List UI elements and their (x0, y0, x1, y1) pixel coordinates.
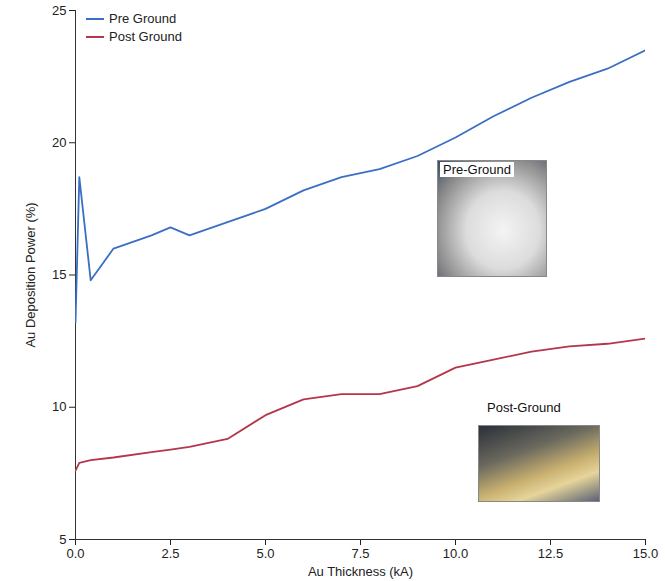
html-text:Pre Ground: Pre Ground (109, 11, 177, 26)
html-text:Post Ground: Post Ground (109, 29, 182, 44)
svg-text:5.0: 5.0 (256, 546, 274, 561)
svg-text:10: 10 (52, 399, 66, 414)
svg-text:15.0: 15.0 (633, 546, 658, 561)
svg-text:Au Thickness (kA): Au Thickness (kA) (308, 564, 413, 579)
svg-text:5: 5 (59, 532, 66, 547)
svg-text:Au Deposition Power (%): Au Deposition Power (%) (23, 202, 38, 347)
svg-text:12.5: 12.5 (538, 546, 563, 561)
svg-text:20: 20 (52, 135, 66, 150)
svg-text:2.5: 2.5 (161, 546, 179, 561)
svg-text:0.0: 0.0 (66, 546, 84, 561)
html-text:Post-Ground: Post-Ground (487, 400, 561, 415)
svg-text:7.5: 7.5 (351, 546, 369, 561)
svg-text:15: 15 (52, 267, 66, 282)
svg-text:10.0: 10.0 (443, 546, 468, 561)
html-text:Pre-Ground: Pre-Ground (443, 162, 511, 177)
svg-text:25: 25 (52, 3, 66, 18)
